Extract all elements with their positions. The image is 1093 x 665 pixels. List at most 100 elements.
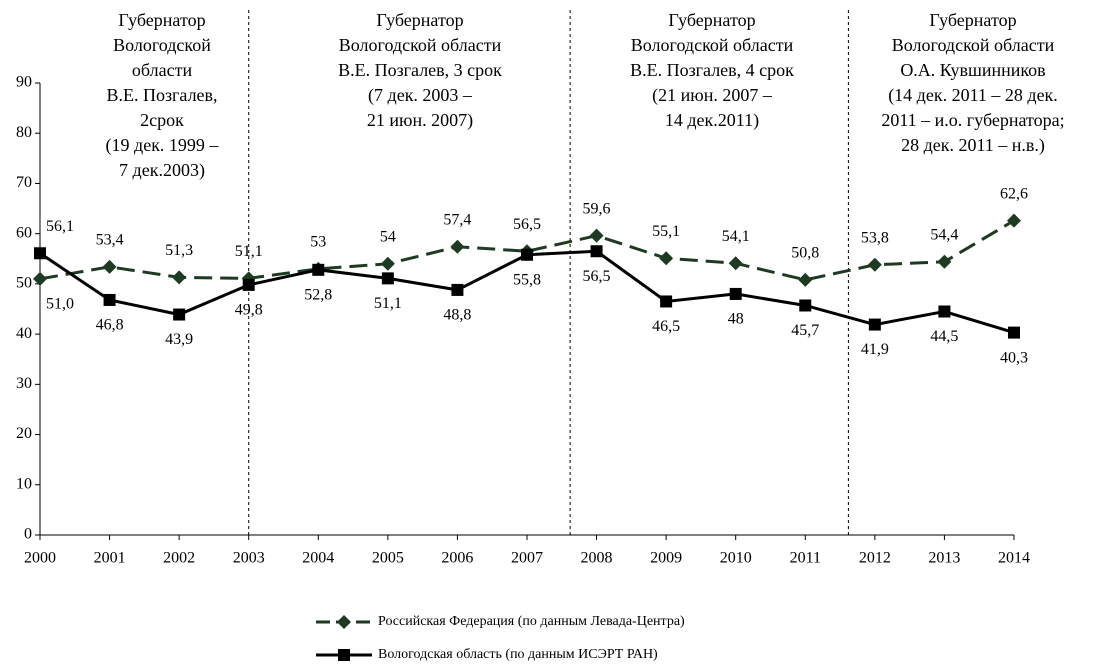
y-tick-label: 50 xyxy=(16,275,32,292)
x-tick-label: 2003 xyxy=(233,550,265,567)
series-line xyxy=(39,219,1015,282)
data-label: 48,8 xyxy=(443,307,471,324)
y-tick-label: 0 xyxy=(24,526,32,543)
period-note: (19 дек. 1999 – xyxy=(106,135,220,156)
x-tick-label: 2007 xyxy=(511,550,543,567)
period-note: области xyxy=(132,60,193,80)
point xyxy=(381,272,394,285)
legend-marker xyxy=(337,615,351,629)
data-label: 51,1 xyxy=(235,243,263,260)
data-label: 56,1 xyxy=(46,218,74,235)
period-note: О.А. Кувшинников xyxy=(900,60,1045,80)
legend-label: Вологодская область (по данным ИСЭРТ РАН… xyxy=(378,647,658,662)
x-tick-label: 2014 xyxy=(998,550,1030,567)
data-label: 56,5 xyxy=(583,268,611,285)
point xyxy=(380,256,395,271)
period-note: Губернатор xyxy=(376,10,463,30)
point xyxy=(659,251,674,266)
data-label: 46,5 xyxy=(652,318,680,335)
x-tick-label: 2005 xyxy=(372,550,404,567)
point xyxy=(102,259,117,274)
point xyxy=(728,256,743,271)
point xyxy=(868,318,881,331)
y-tick-label: 60 xyxy=(16,224,32,241)
point xyxy=(520,248,533,261)
period-note: (21 июн. 2007 – xyxy=(652,85,773,106)
period-note: Вологодской области xyxy=(631,35,794,55)
point xyxy=(33,271,47,286)
data-label: 44,5 xyxy=(930,328,958,345)
x-tick-label: 2013 xyxy=(928,550,960,567)
period-note: Губернатор xyxy=(118,10,205,30)
point xyxy=(729,287,742,300)
period-note: (14 дек. 2011 – 28 дек. xyxy=(888,85,1058,106)
data-label: 53 xyxy=(310,233,326,250)
point xyxy=(590,245,603,258)
data-label: 59,6 xyxy=(583,200,611,217)
y-tick-label: 70 xyxy=(16,174,32,191)
data-label: 46,8 xyxy=(96,317,124,334)
point xyxy=(242,278,255,291)
period-note: 21 июн. 2007) xyxy=(367,110,473,131)
data-label: 45,7 xyxy=(791,322,819,339)
data-label: 53,8 xyxy=(861,229,889,246)
y-tick-label: 30 xyxy=(16,375,32,392)
data-label: 55,1 xyxy=(652,223,680,240)
y-tick-label: 90 xyxy=(16,74,32,91)
point xyxy=(1007,326,1020,339)
data-label: 51,1 xyxy=(374,295,402,312)
point xyxy=(172,270,187,285)
period-note: 2срок xyxy=(140,110,184,130)
y-tick-label: 10 xyxy=(16,475,32,492)
y-tick-label: 20 xyxy=(16,425,32,442)
point xyxy=(1006,213,1021,228)
point xyxy=(938,305,951,318)
x-tick-label: 2010 xyxy=(720,550,752,567)
data-label: 54,1 xyxy=(722,228,750,245)
x-tick-label: 2009 xyxy=(650,550,682,567)
data-label: 52,8 xyxy=(304,286,332,303)
data-label: 54,4 xyxy=(930,226,958,243)
point xyxy=(450,239,465,254)
data-label: 54 xyxy=(380,228,396,245)
y-tick-label: 80 xyxy=(16,124,32,141)
data-label: 40,3 xyxy=(1000,349,1028,366)
legend-marker xyxy=(338,649,350,661)
data-label: 57,4 xyxy=(443,211,471,228)
period-note: 2011 – и.о. губернатора; xyxy=(881,110,1064,130)
period-note: 14 дек.2011) xyxy=(665,110,759,131)
period-note: 7 дек.2003) xyxy=(119,160,205,181)
period-note: Губернатор xyxy=(929,10,1016,30)
point xyxy=(312,263,325,276)
point xyxy=(937,254,952,269)
x-tick-label: 2000 xyxy=(24,550,56,567)
x-tick-label: 2004 xyxy=(302,550,334,567)
data-label: 50,8 xyxy=(791,245,819,262)
data-label: 49,8 xyxy=(235,302,263,319)
period-note: Губернатор xyxy=(668,10,755,30)
x-tick-label: 2008 xyxy=(581,550,613,567)
data-label: 53,4 xyxy=(96,231,124,248)
period-note: Вологодской xyxy=(113,35,211,55)
data-label: 51,3 xyxy=(165,242,193,259)
point xyxy=(798,272,813,287)
data-label: 48 xyxy=(728,311,744,328)
y-tick-label: 40 xyxy=(16,325,32,342)
x-tick-label: 2001 xyxy=(94,550,126,567)
point xyxy=(34,247,46,260)
point xyxy=(173,308,186,321)
legend-label: Российская Федерация (по данным Левада-Ц… xyxy=(378,614,685,629)
point xyxy=(799,299,812,312)
x-tick-label: 2011 xyxy=(790,550,821,567)
data-label: 55,8 xyxy=(513,271,541,288)
point xyxy=(589,228,604,243)
period-note: Вологодской области xyxy=(339,35,502,55)
period-note: Вологодской области xyxy=(892,35,1055,55)
period-note: В.Е. Позгалев, 3 срок xyxy=(338,60,502,80)
series-line xyxy=(39,249,1015,335)
period-note: В.Е. Позгалев, 4 срок xyxy=(630,60,794,80)
point xyxy=(867,257,882,272)
data-label: 56,5 xyxy=(513,216,541,233)
point xyxy=(103,293,116,306)
